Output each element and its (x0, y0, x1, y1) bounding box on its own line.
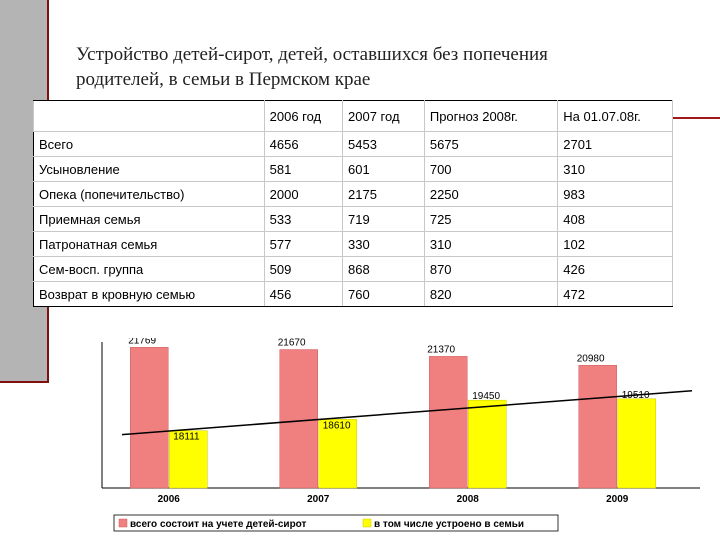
table-cell: 472 (557, 281, 673, 307)
bar-total-2007 (279, 349, 318, 489)
table-cell: 5453 (342, 131, 425, 157)
decor-right-line (655, 117, 720, 119)
table-cell: 533 (263, 206, 344, 232)
bar-total-2009 (578, 365, 617, 489)
table-row-label: Сем-восп. группа (33, 256, 265, 282)
x-tick-2007: 2007 (307, 494, 330, 505)
table-row: Патронатная семья 577 330 310 102 (33, 231, 673, 257)
label-placed-2008: 19450 (472, 391, 500, 402)
label-total-2009: 20980 (577, 353, 605, 364)
label-total-2008: 21370 (427, 344, 455, 355)
label-placed-2007: 18610 (323, 420, 351, 431)
title-line-1: Устройство детей-сирот, детей, оставшихс… (76, 44, 548, 65)
table-cell: 870 (423, 256, 559, 282)
label-total-2006: 21769 (128, 338, 156, 346)
table-cell: 760 (342, 281, 425, 307)
table-cell: 2250 (423, 181, 559, 207)
table-cell: 2701 (557, 131, 673, 157)
table-cell: 700 (423, 156, 559, 182)
bar-chart-svg: 21769 18111 2006 21670 18610 2007 21370 19450 20… (101, 335, 700, 532)
bar-total-2006 (130, 347, 169, 489)
table-row: Приемная семья 533 719 725 408 (33, 206, 673, 232)
table-cell: 330 (342, 231, 425, 257)
table-header-row: 2006 год 2007 год Прогноз 2008г. На 01.0… (33, 100, 673, 132)
bar-placed-2006 (169, 430, 208, 489)
table-cell: 2175 (342, 181, 425, 207)
table-cell: 426 (557, 256, 673, 282)
table-row-label: Всего (33, 131, 265, 157)
table-row-label: Опека (попечительство) (33, 181, 265, 207)
table-cell: 310 (423, 231, 559, 257)
table-cell: 820 (423, 281, 559, 307)
table-cell: 102 (557, 231, 673, 257)
x-tick-2009: 2009 (606, 494, 629, 505)
slide-title: Устройство детей-сирот, детей, оставшихс… (76, 42, 676, 92)
table-cell: 983 (557, 181, 673, 207)
statistics-table: 2006 год 2007 год Прогноз 2008г. На 01.0… (33, 100, 673, 307)
table-cell: 456 (263, 281, 344, 307)
table-row: Сем-восп. группа 509 868 870 426 (33, 256, 673, 282)
table-header-cell: Прогноз 2008г. (423, 100, 559, 132)
bar-placed-2008 (468, 399, 507, 489)
legend-label-total: всего состоит на учете детей-сирот (130, 519, 307, 530)
table-cell: 408 (557, 206, 673, 232)
legend-swatch-placed (362, 518, 372, 528)
table-row-label: Патронатная семья (33, 231, 265, 257)
table-cell: 310 (557, 156, 673, 182)
bar-placed-2007 (318, 419, 357, 489)
table-header-cell (33, 100, 265, 132)
table-cell: 5675 (423, 131, 559, 157)
table-row-label: Приемная семья (33, 206, 265, 232)
trend-line (121, 390, 693, 436)
table-cell: 868 (342, 256, 425, 282)
table-header-cell: 2006 год (263, 100, 344, 132)
legend-swatch-total (118, 518, 128, 528)
table-cell: 4656 (263, 131, 344, 157)
table-row-label: Усыновление (33, 156, 265, 182)
title-line-2: родителей, в семьи в Пермском крае (76, 69, 371, 90)
label-total-2007: 21670 (278, 338, 306, 349)
decor-horizontal-line (0, 381, 49, 383)
label-placed-2006: 18111 (173, 432, 200, 443)
legend-box (113, 514, 559, 532)
table-cell: 2000 (263, 181, 344, 207)
table-cell: 601 (342, 156, 425, 182)
table-row: Опека (попечительство) 2000 2175 2250 98… (33, 181, 673, 207)
table-row: Всего 4656 5453 5675 2701 (33, 131, 673, 157)
table-cell: 509 (263, 256, 344, 282)
table-header-cell: 2007 год (342, 100, 425, 132)
table-row-label: Возврат в кровную семью (33, 281, 265, 307)
table-cell: 581 (263, 156, 344, 182)
table-cell: 725 (423, 206, 559, 232)
table-cell: 577 (263, 231, 344, 257)
x-tick-2008: 2008 (457, 494, 480, 505)
table-row: Возврат в кровную семью 456 760 820 472 (33, 281, 673, 307)
x-tick-2006: 2006 (158, 494, 181, 505)
legend-label-placed: в том числе устроено в семьи (374, 519, 524, 530)
bar-placed-2009 (617, 398, 656, 489)
bar-chart: 21769 18111 2006 21670 18610 2007 21370 19450 20… (100, 335, 708, 540)
table-cell: 719 (342, 206, 425, 232)
table-header-cell: На 01.07.08г. (557, 100, 673, 132)
bar-total-2008 (429, 356, 468, 489)
table-row: Усыновление 581 601 700 310 (33, 156, 673, 182)
